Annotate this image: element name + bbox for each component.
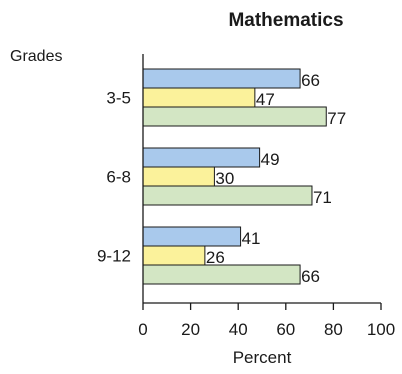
data-label-9-12-series-3: 66 [301, 267, 320, 286]
bar-9-12-series-2 [142, 245, 206, 266]
category-label-6-8: 6-8 [106, 168, 131, 187]
category-labels: 3-5 6-8 9-12 [97, 89, 131, 266]
bars-group: 66 47 77 49 30 71 41 26 66 [142, 68, 346, 286]
chart-title: Mathematics [228, 10, 343, 31]
bar-6-8-series-1 [142, 147, 261, 168]
x-tick-label-100: 100 [367, 320, 395, 339]
data-label-6-8-series-2: 30 [215, 169, 234, 188]
bar-9-12-series-3 [142, 264, 301, 285]
data-label-3-5-series-1: 66 [301, 71, 320, 90]
bar-3-5-series-1 [142, 68, 301, 89]
data-label-9-12-series-2: 26 [206, 248, 225, 267]
x-tick-label-60: 60 [276, 320, 295, 339]
x-tick-label-80: 80 [324, 320, 343, 339]
x-tick-label-20: 20 [181, 320, 200, 339]
bar-6-8-series-3 [142, 185, 313, 206]
category-label-3-5: 3-5 [106, 89, 131, 108]
bar-9-12-series-1 [142, 226, 242, 247]
bar-3-5-series-2 [142, 87, 256, 108]
bar-3-5-series-3 [142, 106, 327, 127]
data-label-6-8-series-3: 71 [313, 188, 332, 207]
category-axis-title: Grades [10, 48, 62, 65]
x-tick-label-0: 0 [138, 320, 147, 339]
data-label-3-5-series-3: 77 [327, 109, 346, 128]
x-axis-label: Percent [233, 348, 292, 367]
x-tick-label-40: 40 [229, 320, 248, 339]
data-label-6-8-series-1: 49 [261, 150, 280, 169]
x-ticks: 0 20 40 60 80 100 [138, 303, 395, 339]
category-label-9-12: 9-12 [97, 247, 131, 266]
data-label-9-12-series-1: 41 [242, 229, 261, 248]
bar-6-8-series-2 [142, 166, 215, 187]
data-label-3-5-series-2: 47 [256, 90, 275, 109]
